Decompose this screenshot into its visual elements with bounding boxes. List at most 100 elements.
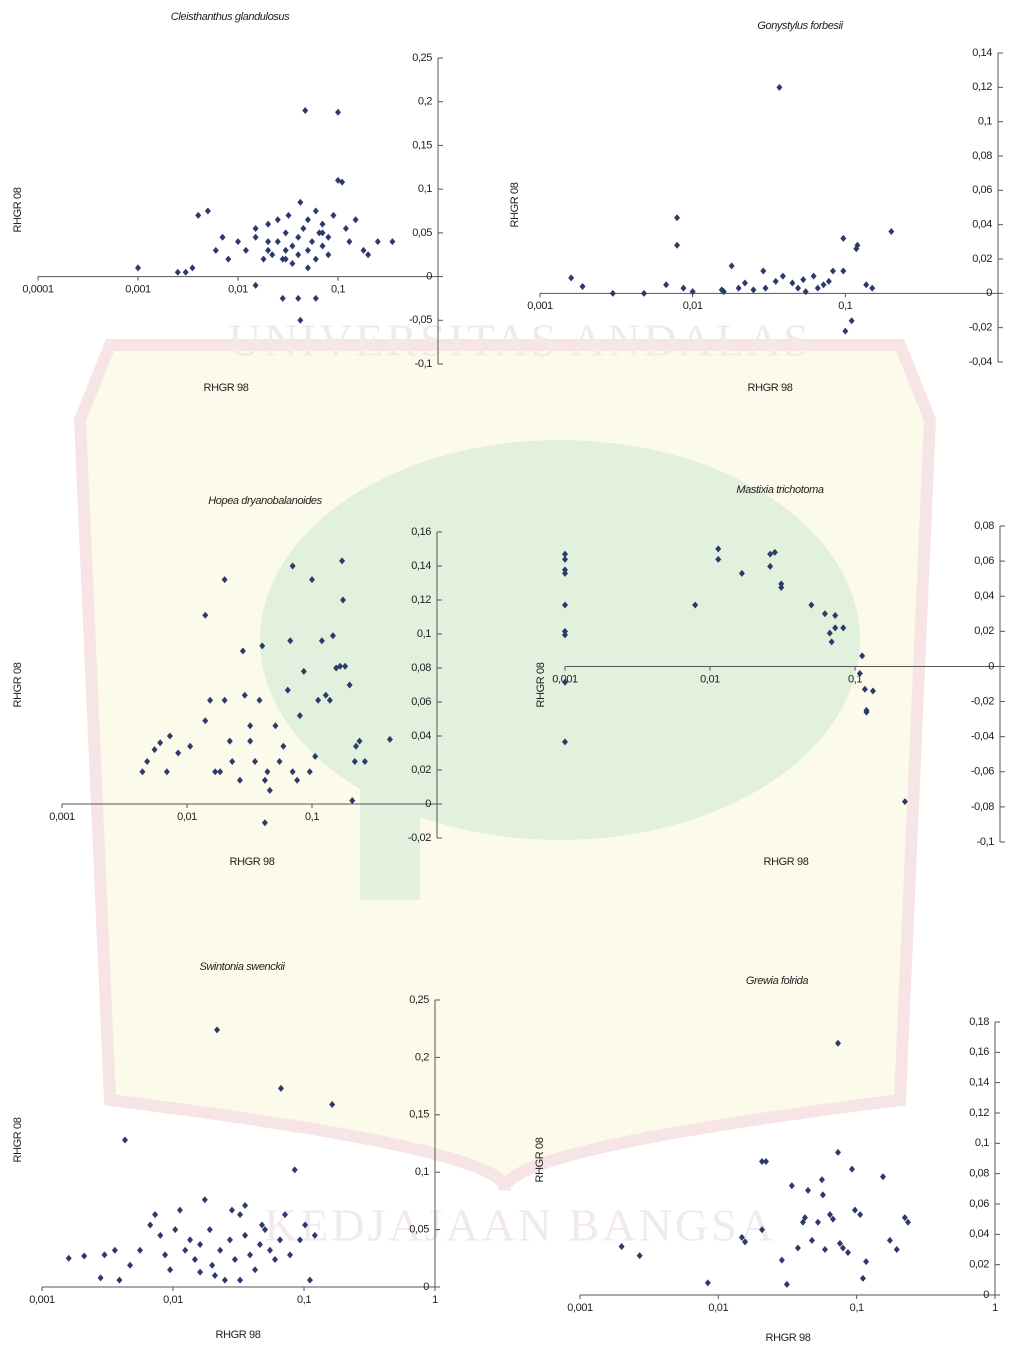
- point: [857, 1211, 863, 1218]
- y-tick-label: 0,06: [974, 555, 994, 567]
- y-tick-label: 0,08: [411, 662, 431, 674]
- point: [257, 1241, 263, 1248]
- point: [330, 212, 336, 219]
- point: [289, 242, 295, 249]
- point: [320, 242, 326, 249]
- point: [795, 1244, 801, 1251]
- point: [269, 251, 275, 258]
- point: [888, 228, 894, 235]
- point: [280, 295, 286, 302]
- point: [286, 212, 292, 219]
- point: [275, 216, 281, 223]
- point: [789, 1182, 795, 1189]
- point: [795, 285, 801, 292]
- point: [845, 1249, 851, 1256]
- point: [252, 1266, 258, 1273]
- point: [760, 268, 766, 275]
- point: [243, 247, 249, 254]
- point: [222, 1277, 228, 1284]
- y-tick-label: -0,02: [408, 832, 431, 844]
- y-tick-label: -0,02: [969, 322, 992, 334]
- point: [207, 1226, 213, 1233]
- y-tick-label: 0,08: [974, 520, 994, 532]
- y-tick-label: 0: [986, 287, 992, 299]
- point: [674, 214, 680, 221]
- point: [313, 208, 319, 215]
- y-tick-label: 0,15: [409, 1109, 429, 1121]
- y-tick-label: -0,06: [971, 766, 994, 778]
- point: [663, 281, 669, 288]
- watermark-bottom: KEDJAJAAN BANGSA: [264, 1200, 776, 1251]
- point: [247, 1251, 253, 1258]
- point: [842, 328, 848, 335]
- point: [779, 1257, 785, 1264]
- y-tick-label: 0,04: [974, 590, 994, 602]
- point: [887, 1237, 893, 1244]
- y-axis-label: RHGR 08: [534, 1137, 546, 1182]
- point: [283, 229, 289, 236]
- point: [289, 260, 295, 267]
- point: [750, 286, 756, 293]
- y-tick-label: 0,12: [411, 594, 431, 606]
- point: [225, 256, 231, 263]
- seal-tree: [260, 440, 860, 840]
- point: [237, 1277, 243, 1284]
- chart-title: Grewia folrida: [746, 975, 809, 987]
- point: [705, 1279, 711, 1286]
- point: [389, 238, 395, 245]
- chart-title: Gonystylus forbesii: [757, 20, 843, 32]
- point: [253, 234, 259, 241]
- point: [313, 295, 319, 302]
- point: [283, 247, 289, 254]
- point: [98, 1274, 104, 1281]
- x-tick-label: 0,001: [125, 283, 151, 295]
- point: [167, 1266, 173, 1273]
- point: [343, 225, 349, 232]
- y-axis-label: RHGR 08: [509, 182, 521, 227]
- x-tick-label: 0,01: [228, 283, 248, 295]
- point: [275, 238, 281, 245]
- y-tick-label: 0: [988, 660, 994, 672]
- x-axis-label: RHGR 98: [216, 1329, 261, 1341]
- y-tick-label: 0,2: [415, 1051, 429, 1063]
- point: [680, 285, 686, 292]
- chart-title: Cleisthanthus glandulosus: [171, 11, 290, 23]
- point: [641, 290, 647, 297]
- y-tick-label: 0,15: [412, 139, 432, 151]
- point: [220, 234, 226, 241]
- point: [849, 1166, 855, 1173]
- point: [335, 109, 341, 116]
- x-tick-label: 0,1: [297, 1294, 311, 1306]
- point: [313, 256, 319, 263]
- point: [320, 221, 326, 228]
- point: [195, 212, 201, 219]
- point: [830, 268, 836, 275]
- point: [780, 273, 786, 280]
- point: [137, 1247, 143, 1254]
- y-tick-label: 0,08: [969, 1168, 989, 1180]
- point: [235, 238, 241, 245]
- y-tick-label: 0,04: [969, 1228, 989, 1240]
- page: UNIVERSITAS ANDALAS KEDJAJAAN BANGSA Cle…: [0, 0, 1009, 1350]
- point: [112, 1247, 118, 1254]
- x-tick-label: 0,001: [49, 811, 75, 823]
- point: [187, 1236, 193, 1243]
- point: [826, 278, 832, 285]
- seal-trunk: [360, 760, 420, 900]
- point: [346, 238, 352, 245]
- point: [365, 251, 371, 258]
- y-tick-label: -0,02: [971, 695, 994, 707]
- point: [307, 1277, 313, 1284]
- point: [213, 247, 219, 254]
- point: [197, 1269, 203, 1276]
- y-tick-label: 0,1: [975, 1137, 989, 1149]
- point: [287, 1251, 293, 1258]
- point: [305, 247, 311, 254]
- point: [265, 247, 271, 254]
- y-tick-label: -0,1: [977, 836, 995, 848]
- point: [253, 282, 259, 289]
- y-tick-label: 0,08: [972, 150, 992, 162]
- point: [202, 1196, 208, 1203]
- y-tick-label: 0,06: [411, 696, 431, 708]
- point: [205, 208, 211, 215]
